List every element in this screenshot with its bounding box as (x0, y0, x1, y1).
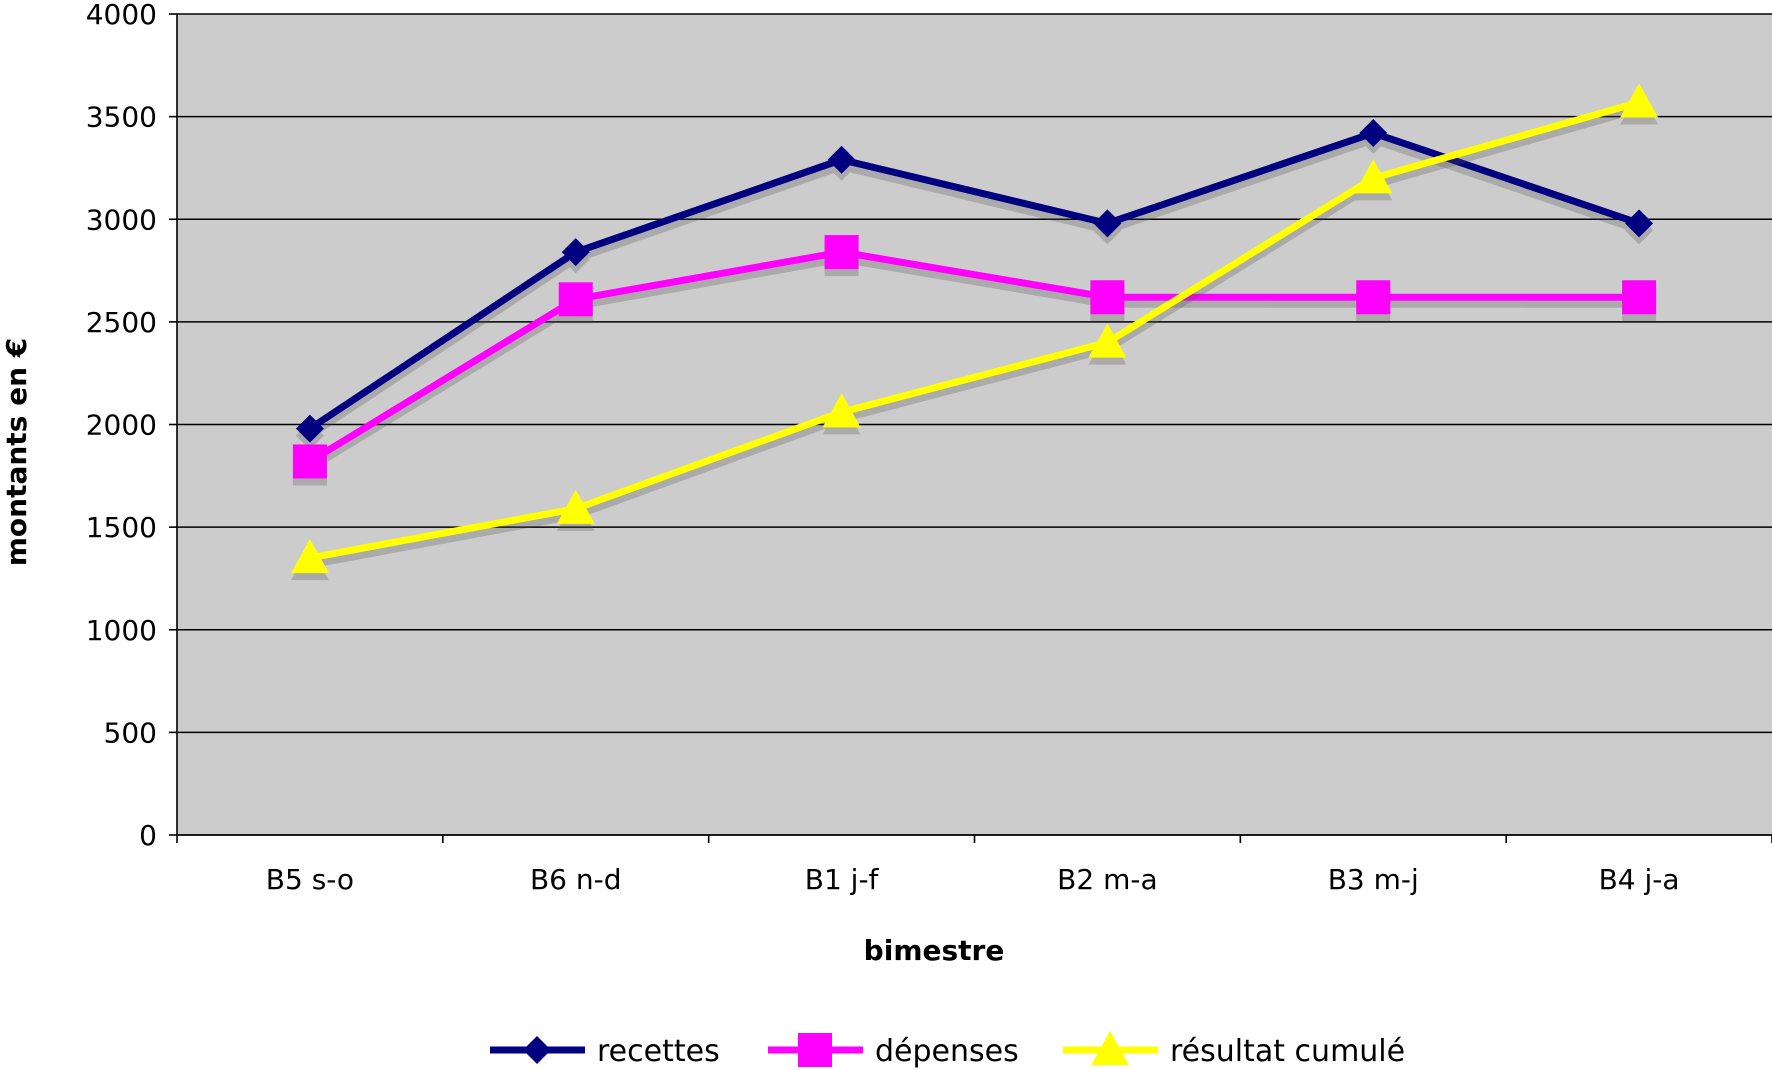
data-point (561, 238, 590, 267)
x-tick-label: B6 n-d (530, 863, 622, 896)
y-tick-label: 0 (139, 819, 157, 852)
legend-item: recettes (490, 1034, 720, 1069)
data-point (1359, 119, 1388, 148)
legend-swatch-marker (523, 1036, 551, 1064)
y-tick-label: 500 (104, 716, 157, 749)
data-point (1093, 209, 1122, 238)
x-tick-label: B2 m-a (1057, 863, 1157, 896)
x-axis-title: bimestre (864, 934, 1005, 967)
data-point (295, 414, 324, 443)
legend: recettes dépenses résultat cumulé (490, 1031, 1405, 1069)
data-point (290, 538, 329, 574)
legend-item: résultat cumulé (1063, 1031, 1405, 1069)
data-point (1622, 280, 1657, 315)
series-2 (290, 83, 1659, 581)
y-tick-label: 4000 (86, 0, 157, 31)
x-tick-label: B4 j-a (1599, 863, 1680, 896)
y-tick-label: 3500 (86, 101, 157, 134)
data-point (827, 145, 856, 174)
data-point (1088, 323, 1127, 358)
data-point (292, 444, 327, 479)
legend-label: résultat cumulé (1170, 1034, 1405, 1069)
series-shadow-line (308, 255, 1640, 472)
data-point (1620, 83, 1659, 118)
y-tick-label: 1500 (86, 511, 157, 544)
legend-label: dépenses (875, 1034, 1019, 1069)
series-0 (295, 119, 1654, 450)
legend-item: dépenses (768, 1033, 1019, 1069)
data-point (1356, 280, 1391, 315)
data-point (556, 489, 595, 524)
y-tick-label: 1000 (86, 614, 157, 647)
legend-swatch-marker (1091, 1031, 1129, 1066)
data-point (1090, 280, 1125, 315)
y-tick-label: 2500 (86, 306, 157, 339)
y-tick-label: 2000 (86, 409, 157, 442)
x-tick-label: B1 j-f (805, 863, 880, 896)
data-point (822, 393, 861, 428)
y-axis-title: montants en € (0, 338, 33, 567)
series-line (308, 248, 1640, 465)
data-point (1625, 209, 1654, 238)
series-line (309, 98, 1641, 562)
series-shadow-line (309, 105, 1641, 569)
series-layer (290, 83, 1659, 581)
series-line (307, 129, 1641, 432)
data-point (558, 282, 593, 317)
data-point (1354, 159, 1393, 194)
legend-label: recettes (597, 1034, 720, 1069)
series-shadow-line (307, 136, 1641, 439)
axes: 0 500 1000 1500 2000 2500 3000 3500 4000 B5 s-o B6… (86, 0, 1772, 896)
legend-swatch-marker (798, 1033, 832, 1067)
x-tick-label: B3 m-j (1328, 863, 1419, 896)
series-1 (292, 235, 1657, 486)
y-tick-label: 3000 (86, 203, 157, 236)
data-point (824, 235, 859, 270)
x-tick-label: B5 s-o (266, 863, 354, 896)
